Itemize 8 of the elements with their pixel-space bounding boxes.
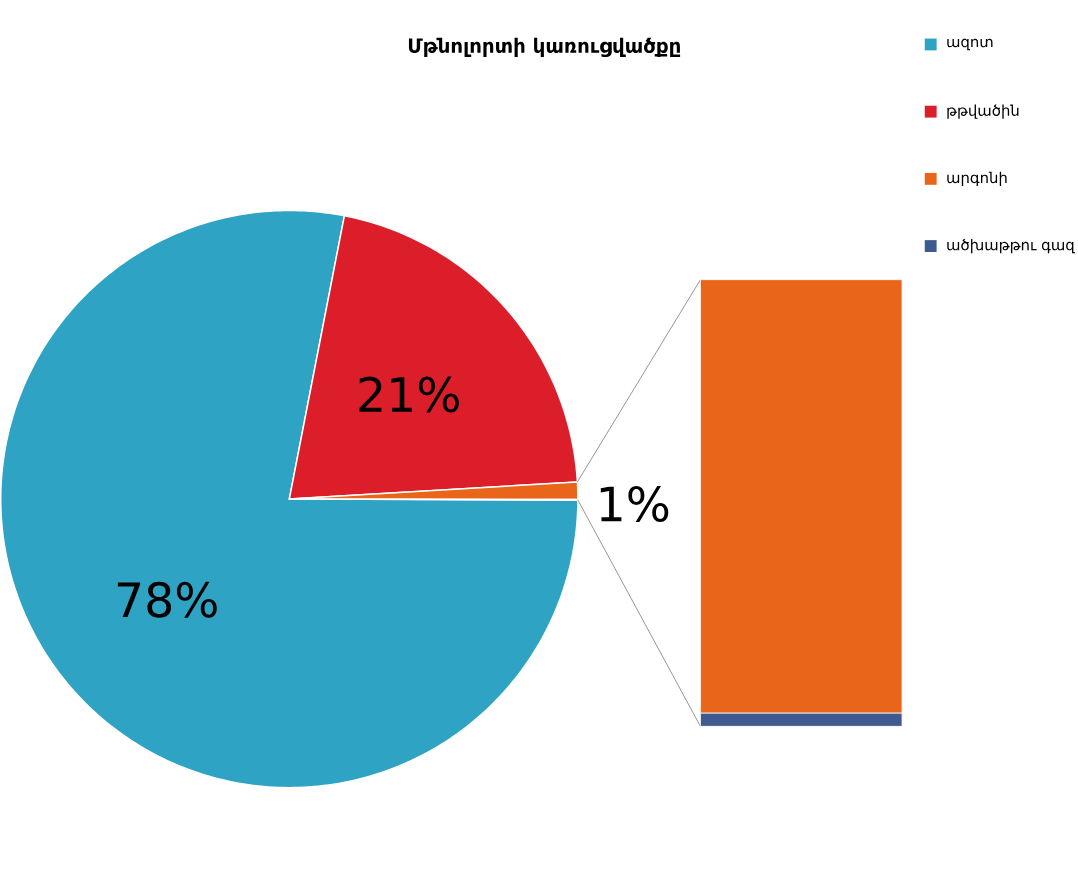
legend-label: թթվածին <box>947 104 1019 119</box>
legend-label: ազոտ <box>947 38 993 50</box>
legend-label: ածխաթթու գազ <box>947 238 1075 254</box>
legend-label: արգոնի <box>947 171 1007 186</box>
data-label: 21% <box>359 376 459 413</box>
data-label: 78% <box>117 581 217 618</box>
chart-title: Մթնոլորտի կառուցվածքը <box>408 37 681 57</box>
text: 1% <box>600 485 669 522</box>
